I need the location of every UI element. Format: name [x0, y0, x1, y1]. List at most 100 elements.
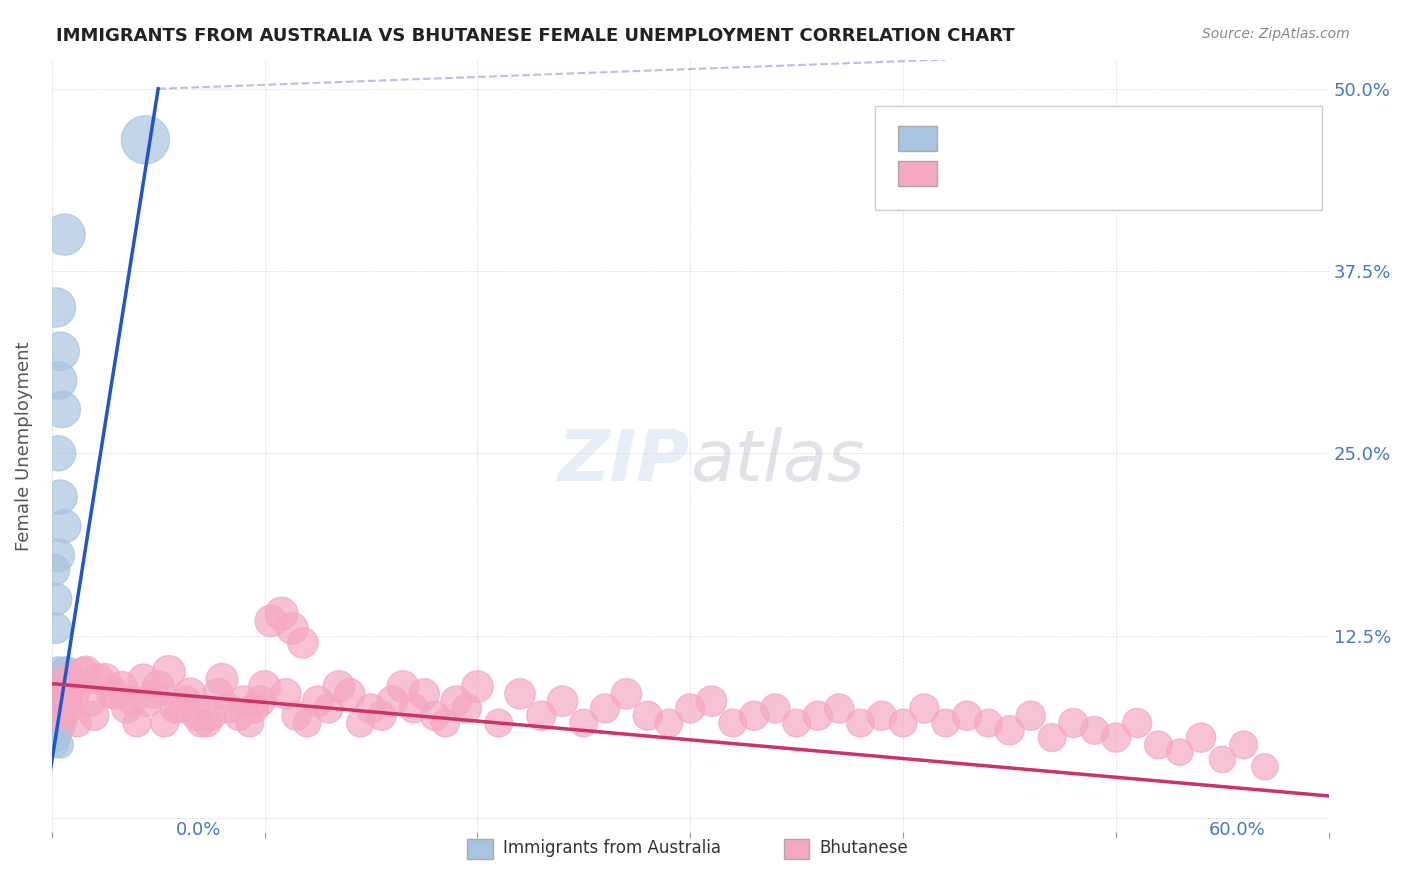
Point	[49, 723, 72, 738]
Point	[679, 701, 702, 715]
Point	[51, 701, 73, 715]
Point	[307, 694, 329, 708]
Point	[46, 716, 69, 731]
Point	[45, 680, 67, 694]
Point	[83, 708, 105, 723]
Point	[153, 716, 176, 731]
Text: N =: N =	[1125, 162, 1161, 181]
Point	[870, 708, 893, 723]
Point	[530, 708, 553, 723]
Point	[370, 708, 392, 723]
Point	[58, 701, 80, 715]
Text: R =: R =	[952, 162, 988, 181]
Point	[1254, 760, 1277, 774]
Point	[423, 708, 446, 723]
Point	[616, 687, 638, 701]
FancyBboxPatch shape	[898, 161, 936, 186]
Point	[94, 673, 117, 687]
Point	[1105, 731, 1128, 745]
Point	[46, 549, 69, 563]
Point	[51, 716, 73, 731]
Point	[200, 708, 222, 723]
Point	[51, 402, 73, 417]
Point	[136, 694, 159, 708]
Point	[977, 716, 1000, 731]
Point	[413, 687, 436, 701]
Point	[66, 716, 89, 731]
Point	[700, 694, 723, 708]
Point	[249, 694, 271, 708]
Point	[73, 665, 96, 679]
Point	[53, 701, 76, 715]
Point	[51, 708, 73, 723]
Point	[444, 694, 467, 708]
Point	[46, 373, 69, 387]
Point	[186, 708, 208, 723]
Point	[572, 716, 595, 731]
Point	[1126, 716, 1149, 731]
Point	[45, 592, 67, 607]
Text: Bhutanese: Bhutanese	[818, 838, 908, 857]
Point	[121, 694, 143, 708]
Point	[291, 636, 314, 650]
Point	[46, 665, 69, 679]
Point	[115, 701, 138, 715]
Text: 104: 104	[1188, 162, 1220, 181]
Point	[46, 723, 69, 738]
Point	[381, 694, 404, 708]
Point	[45, 621, 67, 635]
Point	[46, 446, 69, 460]
Point	[721, 716, 744, 731]
Point	[658, 716, 681, 731]
Text: atlas: atlas	[690, 427, 865, 496]
Point	[260, 614, 283, 628]
Point	[281, 621, 304, 635]
Point	[63, 687, 86, 701]
Point	[45, 716, 67, 731]
Point	[55, 687, 77, 701]
Point	[45, 694, 67, 708]
Point	[111, 680, 134, 694]
Point	[318, 701, 340, 715]
Point	[509, 687, 531, 701]
Point	[46, 680, 69, 694]
Point	[1040, 731, 1063, 745]
Point	[253, 680, 276, 694]
Point	[285, 708, 308, 723]
Point	[42, 731, 65, 745]
Point	[195, 716, 218, 731]
Point	[1233, 738, 1256, 752]
Point	[551, 694, 574, 708]
Point	[786, 716, 808, 731]
Point	[742, 708, 765, 723]
Text: ZIP: ZIP	[558, 427, 690, 496]
Point	[75, 665, 97, 679]
Point	[53, 227, 76, 242]
Point	[45, 301, 67, 315]
Point	[179, 687, 201, 701]
Point	[349, 716, 371, 731]
Point	[49, 738, 72, 752]
Point	[45, 723, 67, 738]
Point	[169, 701, 191, 715]
Point	[42, 731, 65, 745]
Point	[46, 694, 69, 708]
Point	[49, 694, 72, 708]
Point	[125, 716, 148, 731]
Text: R =: R =	[952, 128, 988, 146]
Point	[146, 680, 169, 694]
Point	[45, 708, 67, 723]
Point	[49, 344, 72, 359]
Point	[339, 687, 361, 701]
Point	[211, 673, 233, 687]
Point	[456, 701, 478, 715]
Point	[49, 673, 72, 687]
Point	[849, 716, 872, 731]
Text: 60.0%: 60.0%	[1209, 821, 1265, 838]
Point	[45, 694, 67, 708]
Point	[53, 519, 76, 533]
Point	[295, 716, 318, 731]
Point	[207, 687, 229, 701]
Point	[1189, 731, 1212, 745]
Point	[1147, 738, 1170, 752]
